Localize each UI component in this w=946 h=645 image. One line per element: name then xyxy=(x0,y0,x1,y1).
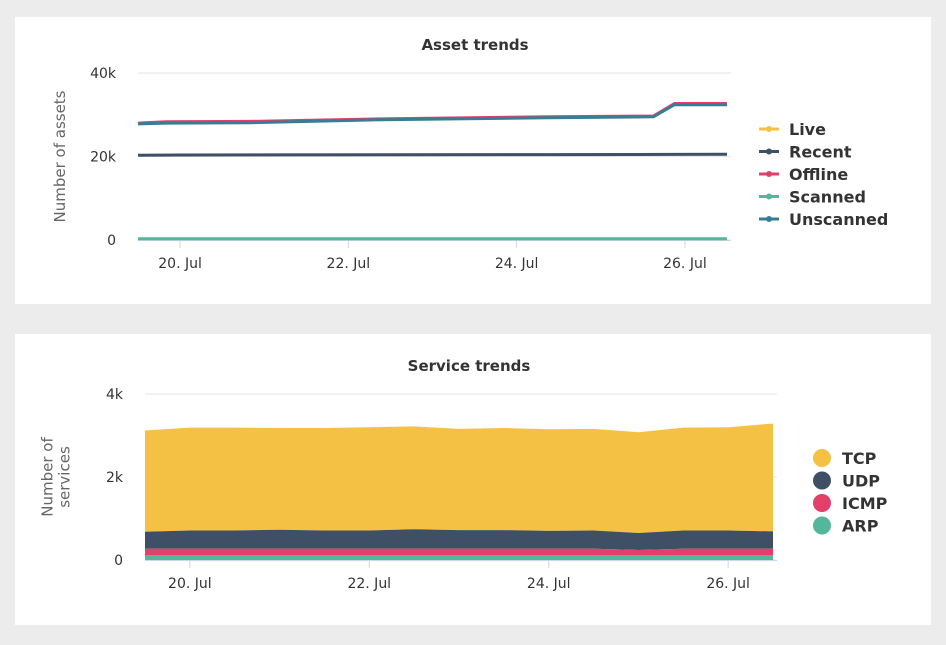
series-area-arp xyxy=(145,555,773,560)
legend-item-tcp[interactable]: TCP xyxy=(813,449,877,468)
legend-marker xyxy=(766,171,772,177)
series-line-recent xyxy=(137,152,728,157)
x-tick-label: 22. Jul xyxy=(327,256,371,272)
legend-symbol xyxy=(813,449,831,467)
series-area-icmp xyxy=(145,548,773,555)
chart-title: Asset trends xyxy=(421,36,528,54)
legend-item-scanned[interactable]: Scanned xyxy=(759,188,866,207)
x-tick-label: 20. Jul xyxy=(158,256,202,272)
x-tick-label: 24. Jul xyxy=(527,576,571,592)
legend-label[interactable]: Offline xyxy=(789,165,848,184)
legend-marker xyxy=(766,216,772,222)
chart-title: Service trends xyxy=(408,357,531,375)
legend-item-arp[interactable]: ARP xyxy=(813,516,879,536)
service-trends-panel: Service trends 0 2k 4k 20. Jul 22. Jul 24. Jul… xyxy=(15,334,931,625)
legend-label[interactable]: Live xyxy=(789,120,826,139)
y-tick-label: 0 xyxy=(107,233,116,249)
x-tick-label: 24. Jul xyxy=(495,256,539,272)
x-tick-label: 26. Jul xyxy=(706,576,750,592)
series-area-tcp xyxy=(145,423,773,533)
y-axis-title: Number of xyxy=(39,437,57,517)
legend-item-icmp[interactable]: ICMP xyxy=(813,494,888,513)
y-tick-label: 0 xyxy=(114,553,123,569)
legend-marker xyxy=(766,148,772,155)
asset-trends-chart: Asset trends 0 20k 40k 20. Jul 22. Jul 24. Jul… xyxy=(51,36,888,272)
legend-marker xyxy=(766,193,772,200)
y-tick-label: 2k xyxy=(106,470,124,486)
service-trends-chart: Service trends 0 2k 4k 20. Jul 22. Jul 24. Jul… xyxy=(39,357,888,592)
legend-item-udp[interactable]: UDP xyxy=(813,471,880,491)
series-area-udp xyxy=(145,529,773,550)
series-line-unscanned xyxy=(137,103,727,126)
legend-label[interactable]: TCP xyxy=(842,449,877,468)
y-tick-label: 40k xyxy=(90,66,117,82)
y-axis-title: services xyxy=(56,446,74,508)
legend-symbol xyxy=(813,516,831,535)
legend-label[interactable]: Scanned xyxy=(789,188,866,207)
x-tick-label: 20. Jul xyxy=(168,576,212,592)
legend-symbol xyxy=(813,494,831,512)
asset-trends-panel: Asset trends 0 20k 40k 20. Jul 22. Jul 24. Jul… xyxy=(15,17,931,304)
y-tick-label: 4k xyxy=(106,387,124,403)
x-tick-label: 22. Jul xyxy=(347,576,391,592)
legend-label[interactable]: Recent xyxy=(789,143,852,162)
legend-label[interactable]: UDP xyxy=(842,472,880,491)
legend-item-unscanned[interactable]: Unscanned xyxy=(759,210,888,229)
x-tick-label: 26. Jul xyxy=(663,256,707,272)
legend-label[interactable]: Unscanned xyxy=(789,210,888,229)
y-tick-label: 20k xyxy=(90,150,117,166)
legend-marker xyxy=(766,126,772,132)
legend-item-recent[interactable]: Recent xyxy=(759,143,852,162)
legend-label[interactable]: ARP xyxy=(842,517,879,536)
legend-item-offline[interactable]: Offline xyxy=(759,165,848,184)
legend-label[interactable]: ICMP xyxy=(842,494,888,513)
legend-item-live[interactable]: Live xyxy=(759,120,826,139)
legend-symbol xyxy=(813,471,831,490)
y-axis-title: Number of assets xyxy=(51,90,69,222)
